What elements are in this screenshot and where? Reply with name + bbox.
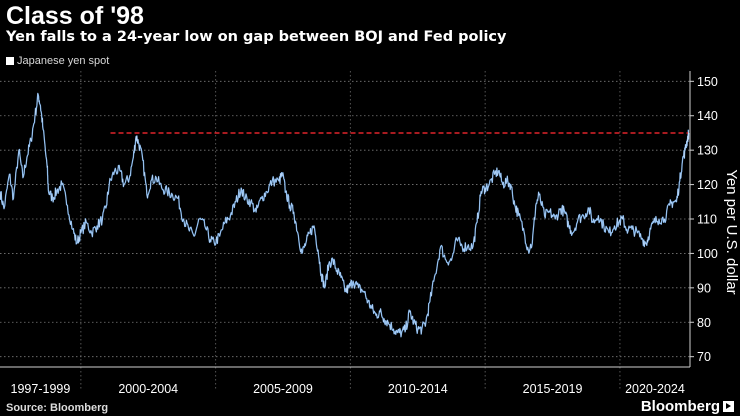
y-tick-label-70: 70 bbox=[697, 350, 711, 364]
legend: Japanese yen spot bbox=[6, 55, 109, 67]
x-separators bbox=[80, 71, 621, 391]
chart-subtitle: Yen falls to a 24-year low on gap betwee… bbox=[6, 29, 507, 45]
y-tick-label-150: 150 bbox=[697, 75, 718, 89]
x-period-label-2: 2005-2009 bbox=[253, 382, 313, 396]
y-tick-label-80: 80 bbox=[697, 316, 711, 330]
x-period-label-4: 2015-2019 bbox=[523, 382, 583, 396]
y-tick-label-130: 130 bbox=[697, 144, 718, 158]
y-tick-label-140: 140 bbox=[697, 109, 718, 123]
legend-label: Japanese yen spot bbox=[17, 55, 110, 67]
x-period-label-5: 2020-2024 bbox=[625, 382, 685, 396]
series-highlight-0 bbox=[0, 93, 689, 337]
gridlines bbox=[0, 80, 690, 358]
legend-swatch bbox=[6, 57, 14, 65]
series bbox=[0, 92, 690, 338]
y-axis-label: Yen per U.S. dollar bbox=[723, 169, 740, 294]
y-tick-label-110: 110 bbox=[697, 213, 717, 227]
brand-logo: Bloomberg bbox=[641, 398, 734, 415]
bloomberg-play-icon bbox=[723, 401, 734, 412]
x-period-labels: 1997-1999 2000-2004 2005-2009 2010-2014 2015… bbox=[11, 382, 685, 396]
y-tick-label-100: 100 bbox=[697, 247, 718, 261]
source-note: Source: Bloomberg bbox=[6, 402, 109, 414]
chart-title: Class of '98 bbox=[6, 2, 144, 30]
y-tick-label-120: 120 bbox=[697, 178, 718, 192]
x-period-label-1: 2000-2004 bbox=[118, 382, 178, 396]
brand-name: Bloomberg bbox=[640, 398, 720, 415]
x-period-label-0: 1997-1999 bbox=[11, 382, 71, 396]
y-tick-labels: 70 80 90 100 110 120 130 140 150 bbox=[690, 75, 718, 364]
x-period-label-3: 2010-2014 bbox=[388, 382, 448, 396]
y-tick-label-90: 90 bbox=[697, 281, 711, 295]
